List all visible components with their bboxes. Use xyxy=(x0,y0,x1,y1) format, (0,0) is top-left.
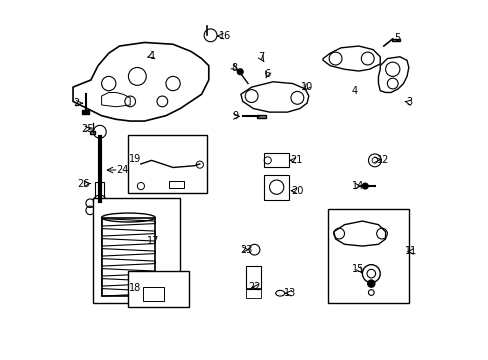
Text: 25: 25 xyxy=(81,124,93,134)
Text: 15: 15 xyxy=(351,264,364,274)
Text: 14: 14 xyxy=(351,181,364,191)
Bar xyxy=(246,266,260,289)
Bar xyxy=(264,175,288,200)
FancyBboxPatch shape xyxy=(391,39,399,41)
Text: 3: 3 xyxy=(406,97,412,107)
Text: 22: 22 xyxy=(248,282,260,292)
Bar xyxy=(169,181,183,188)
Text: 1: 1 xyxy=(150,51,156,61)
Text: 11: 11 xyxy=(404,247,416,256)
Bar xyxy=(102,217,155,296)
Text: 9: 9 xyxy=(232,111,238,121)
Bar xyxy=(90,131,95,134)
Bar xyxy=(264,153,288,167)
Text: 23: 23 xyxy=(240,245,252,255)
Bar xyxy=(93,198,180,303)
Text: 24: 24 xyxy=(116,165,128,175)
Text: 18: 18 xyxy=(129,283,142,293)
Bar xyxy=(95,182,104,203)
Text: 17: 17 xyxy=(147,236,159,246)
Bar xyxy=(246,288,260,298)
Text: 26: 26 xyxy=(77,179,89,189)
Circle shape xyxy=(367,280,374,287)
Text: 2: 2 xyxy=(73,98,80,108)
Circle shape xyxy=(362,183,367,189)
Text: 4: 4 xyxy=(351,86,357,96)
Bar xyxy=(128,271,189,307)
Circle shape xyxy=(237,69,243,75)
Bar xyxy=(328,208,408,303)
Text: 5: 5 xyxy=(393,33,400,43)
Text: 16: 16 xyxy=(218,31,230,41)
Text: 12: 12 xyxy=(376,155,388,165)
Text: 21: 21 xyxy=(289,156,302,165)
Text: 8: 8 xyxy=(231,63,237,73)
Text: 20: 20 xyxy=(290,186,303,196)
Text: 10: 10 xyxy=(300,82,312,92)
Text: 13: 13 xyxy=(284,288,296,298)
Text: 6: 6 xyxy=(264,69,269,79)
Bar xyxy=(128,135,206,193)
Bar xyxy=(142,287,164,301)
Bar xyxy=(257,114,266,118)
Text: 19: 19 xyxy=(129,154,142,163)
Bar xyxy=(82,111,89,114)
Text: 7: 7 xyxy=(258,53,264,63)
